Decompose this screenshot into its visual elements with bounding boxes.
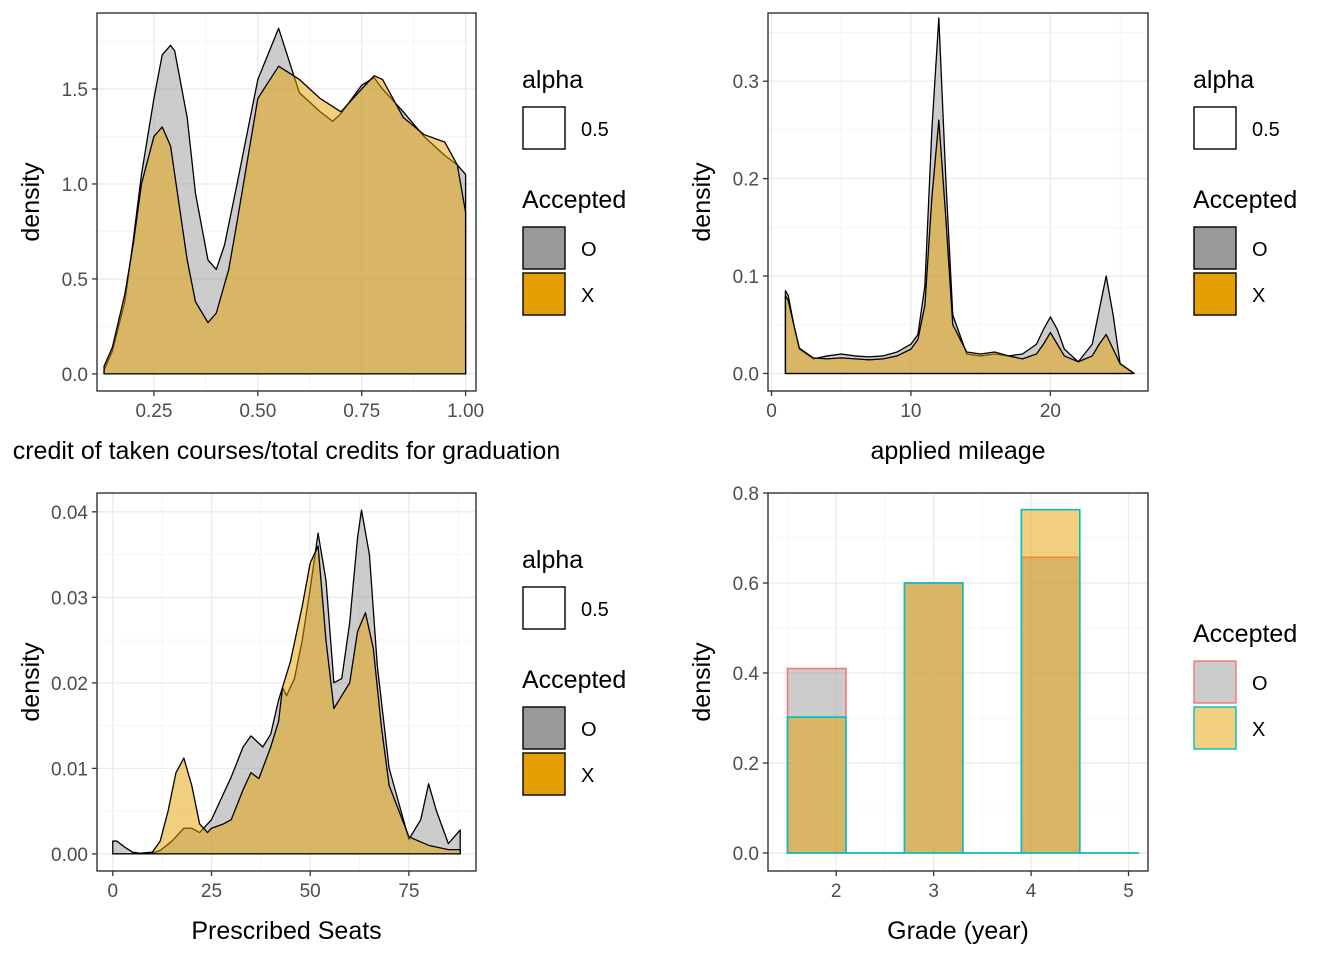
y-tick-label: 0.03 <box>51 588 88 609</box>
legend-key-empty <box>522 586 566 630</box>
density-area-X <box>103 65 467 375</box>
legend-key-O <box>1193 226 1237 270</box>
legend-label: O <box>1252 673 1268 695</box>
x-tick-label: 20 <box>1040 401 1061 422</box>
x-axis-title: credit of taken courses/total credits fo… <box>13 437 561 465</box>
legend-label: 0.5 <box>581 599 609 621</box>
y-tick-label: 0.04 <box>51 503 88 524</box>
legend-key-hX <box>1193 706 1237 750</box>
y-tick-label: 0.4 <box>733 664 760 685</box>
density-area-X <box>112 545 461 855</box>
legend-label: X <box>1252 285 1265 307</box>
x-tick-label: 0.75 <box>343 401 380 422</box>
legend-title: alpha <box>522 66 583 94</box>
y-axis-title: density <box>688 162 716 242</box>
legend-accepted: Accepted O X <box>522 666 626 796</box>
y-tick-label: 0.0 <box>733 844 759 865</box>
x-tick-label: 10 <box>900 401 921 422</box>
x-tick-label: 0.25 <box>135 401 172 422</box>
density-area-O <box>784 17 1135 375</box>
x-tick-label: 3 <box>928 881 939 902</box>
x-tick-label: 1.00 <box>447 401 484 422</box>
legend-key-hO <box>1193 660 1237 704</box>
panel-border <box>767 12 1149 392</box>
y-tick-label: 1.5 <box>62 80 88 101</box>
legend-key-X <box>522 752 566 796</box>
legend-title: alpha <box>1193 66 1254 94</box>
y-tick-label: 0.6 <box>733 574 759 595</box>
legend-title: Accepted <box>1193 620 1297 648</box>
legend-label: 0.5 <box>581 119 609 141</box>
legend-title: alpha <box>522 546 583 574</box>
legend-title: Accepted <box>522 186 626 214</box>
histogram-bar-X <box>786 716 847 854</box>
x-tick-label: 75 <box>398 881 419 902</box>
y-tick-label: 1.0 <box>62 175 88 196</box>
x-tick-label: 2 <box>831 881 842 902</box>
x-tick-label: 5 <box>1123 881 1134 902</box>
x-tick-label: 0 <box>766 401 777 422</box>
x-tick-label: 25 <box>201 881 222 902</box>
x-axis-title: Grade (year) <box>887 917 1029 945</box>
legend-key-X <box>522 272 566 316</box>
chart-panel-4: 2 3 4 5 0.0 0.2 0.4 0.6 0.8 Grade (year) density Ac… <box>688 484 1297 945</box>
legend-label: X <box>581 285 594 307</box>
x-tick-label: 0.50 <box>239 401 276 422</box>
x-axis-title: Prescribed Seats <box>191 917 381 945</box>
y-axis-title: density <box>17 642 45 722</box>
x-tick-label: 50 <box>300 881 321 902</box>
chart-panel-2: 0 10 20 0.0 0.1 0.2 0.3 applied mileage density a… <box>688 12 1297 465</box>
legend-accepted: Accepted O X <box>1193 186 1297 316</box>
y-tick-label: 0.8 <box>733 484 759 505</box>
y-axis-title: density <box>688 642 716 722</box>
legend-accepted: Accepted O X <box>1193 620 1297 750</box>
panel-border <box>96 492 477 872</box>
panel-border <box>767 492 1149 872</box>
legend-key-X <box>1193 272 1237 316</box>
y-axis-title: density <box>17 162 45 242</box>
legend-label: O <box>1252 239 1268 261</box>
panel-border <box>96 12 477 392</box>
legend-alpha: alpha 0.5 <box>522 66 609 150</box>
legend-title: Accepted <box>522 666 626 694</box>
y-tick-label: 0.00 <box>51 845 88 866</box>
chart-panel-3: 0 25 50 75 0.00 0.01 0.02 0.03 0.04 Prescribed Se… <box>17 492 626 945</box>
legend-label: 0.5 <box>1252 119 1280 141</box>
histogram-bar-X <box>1020 508 1081 854</box>
y-tick-label: 0.0 <box>733 364 759 385</box>
y-tick-label: 0.0 <box>62 365 88 386</box>
legend-key-empty <box>1193 106 1237 150</box>
x-axis-title: applied mileage <box>870 437 1045 465</box>
legend-key-O <box>522 706 566 750</box>
y-tick-label: 0.5 <box>62 270 88 291</box>
y-tick-label: 0.2 <box>733 170 759 191</box>
x-tick-label: 4 <box>1026 881 1037 902</box>
legend-label: O <box>581 239 597 261</box>
y-tick-label: 0.3 <box>733 72 759 93</box>
legend-label: X <box>581 765 594 787</box>
legend-title: Accepted <box>1193 186 1297 214</box>
y-tick-label: 0.01 <box>51 759 88 780</box>
legend-label: X <box>1252 719 1265 741</box>
y-tick-label: 0.02 <box>51 674 88 695</box>
chart-panel-1: 0.25 0.50 0.75 1.00 0.0 0.5 1.0 1.5 credit of ta… <box>13 12 626 465</box>
y-tick-label: 0.1 <box>733 267 759 288</box>
legend-alpha: alpha 0.5 <box>522 546 609 630</box>
x-tick-label: 0 <box>108 881 119 902</box>
legend-key-O <box>522 226 566 270</box>
histogram-bar-X <box>903 582 964 854</box>
legend-key-empty <box>522 106 566 150</box>
legend-alpha: alpha 0.5 <box>1193 66 1280 150</box>
legend-label: O <box>581 719 597 741</box>
legend-accepted: Accepted O X <box>522 186 626 316</box>
density-area-X <box>784 119 1135 375</box>
y-tick-label: 0.2 <box>733 754 759 775</box>
